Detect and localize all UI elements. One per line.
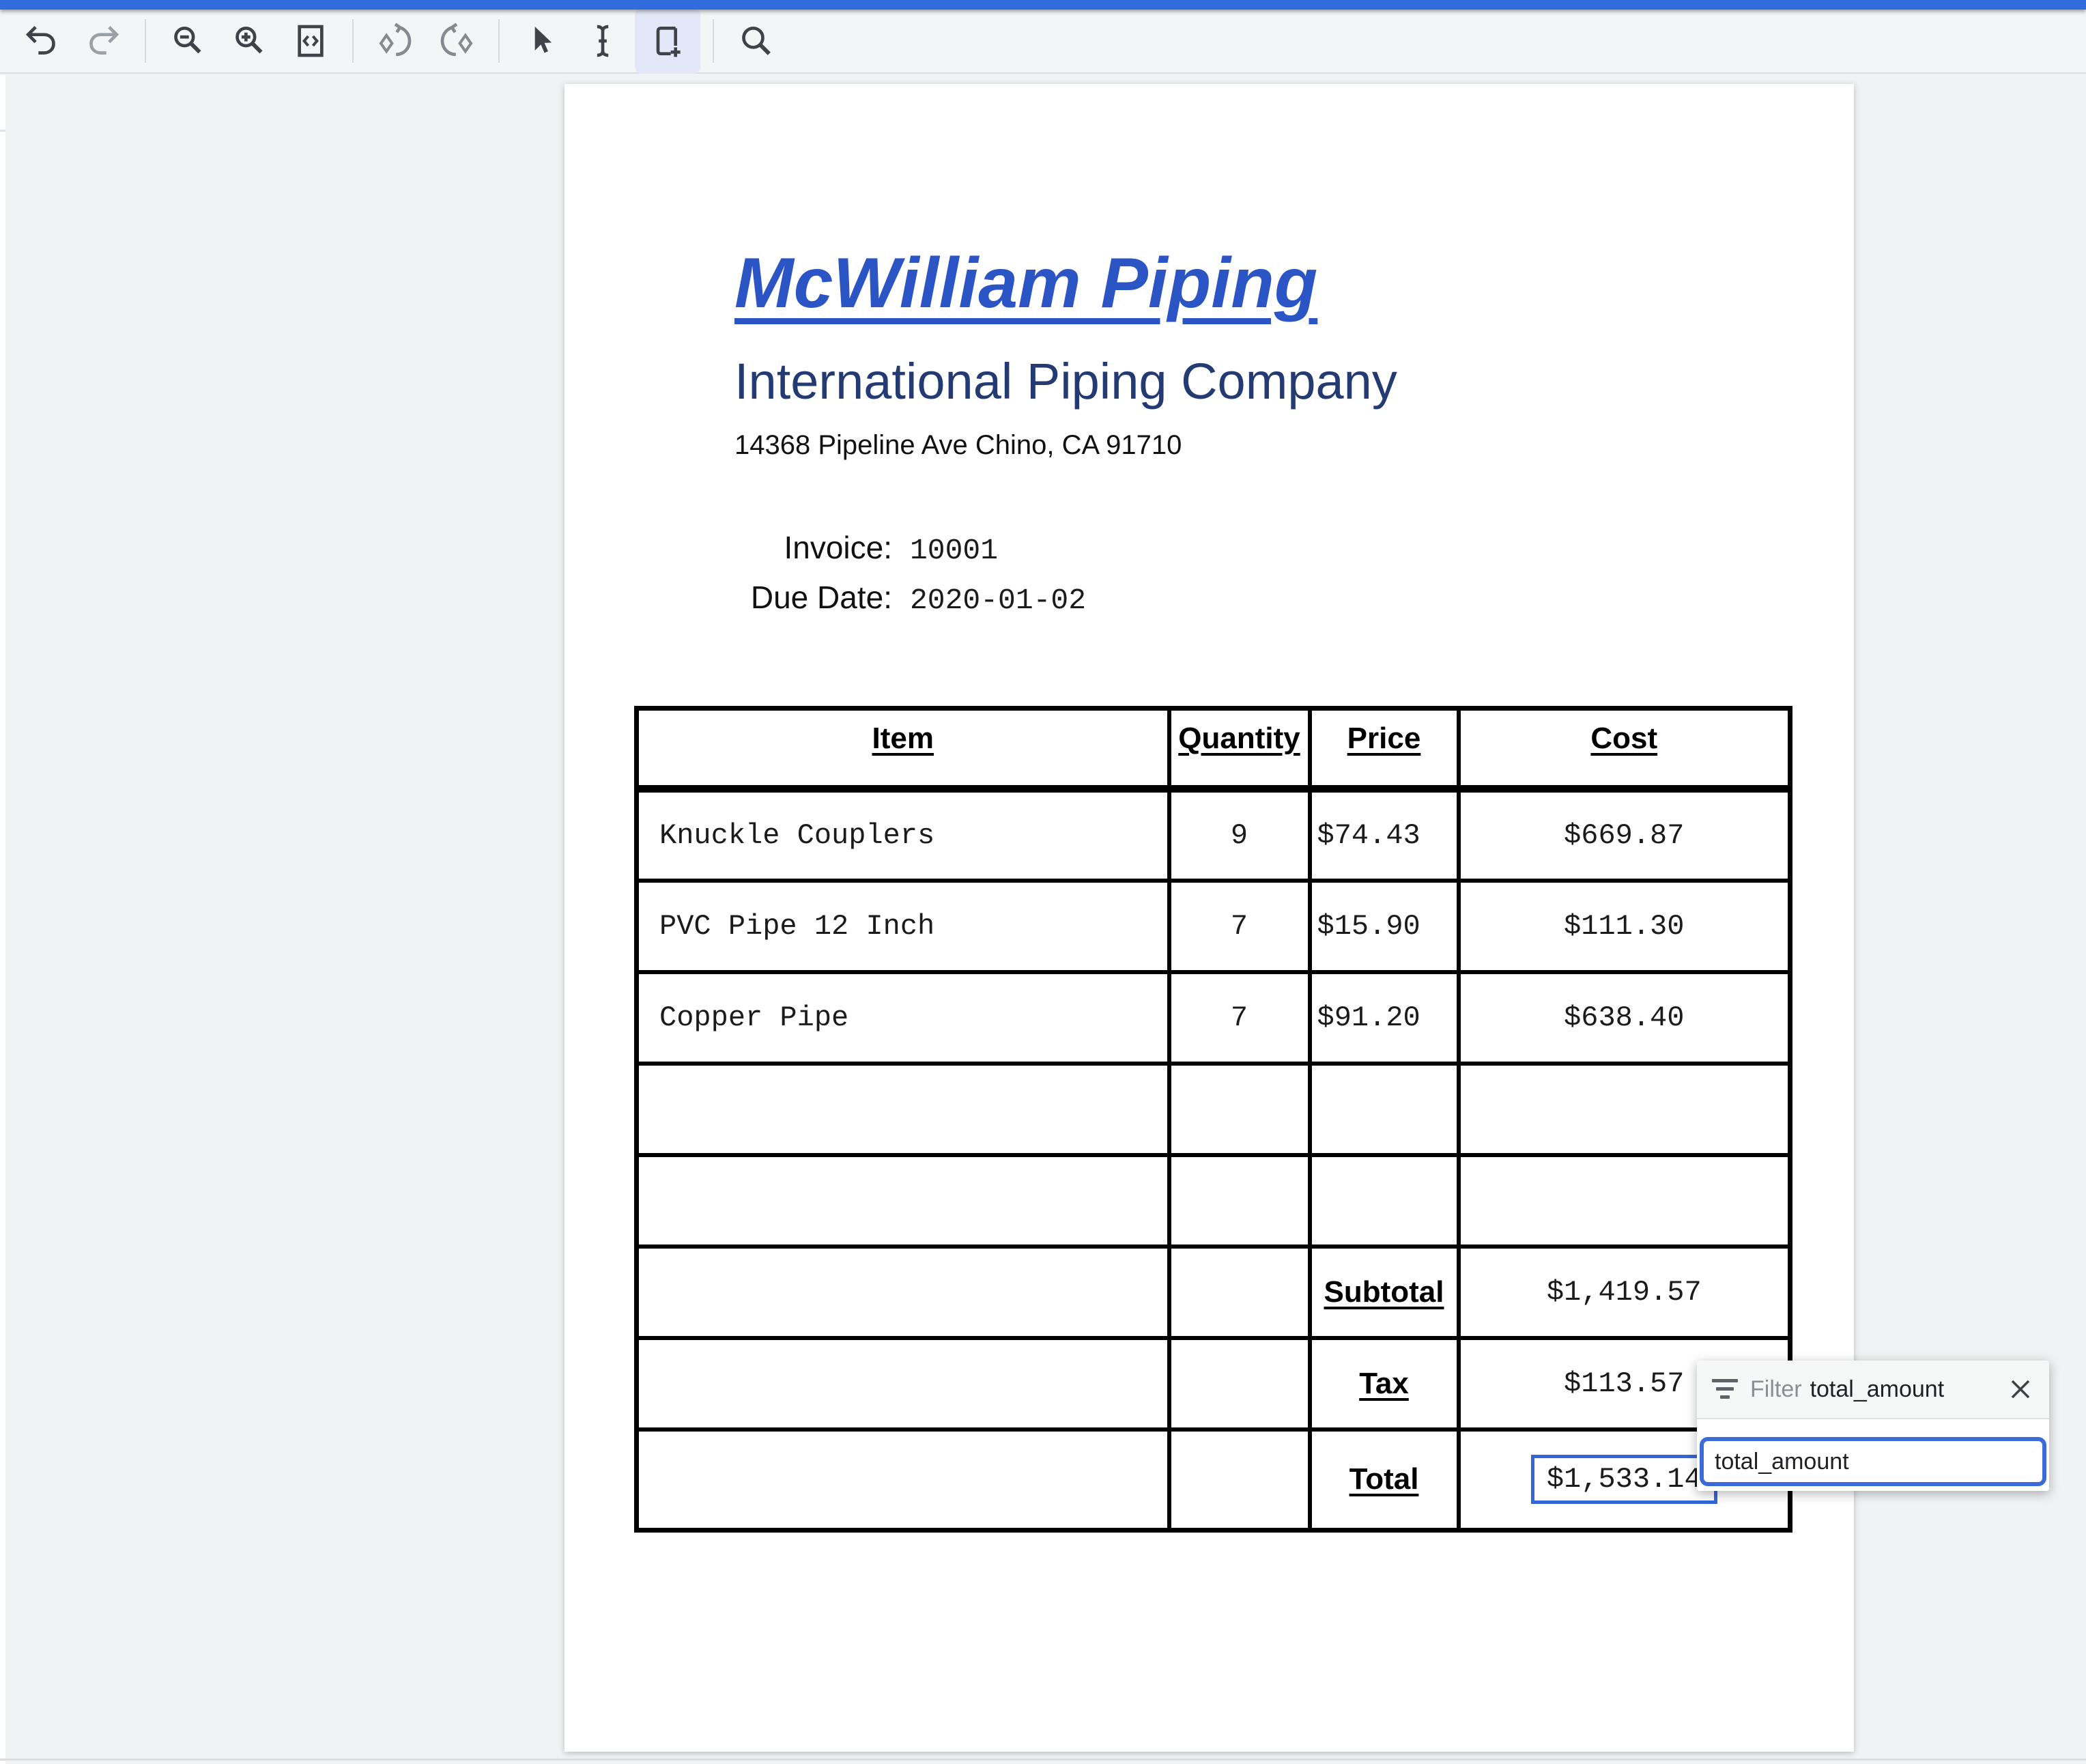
table-row: PVC Pipe 12 Inch 7 $15.90 $111.30 [634,878,1792,974]
cell-empty[interactable] [634,1427,1171,1533]
cell-quantity[interactable]: 9 [1167,786,1312,883]
crop-region-icon [656,27,681,57]
toolbar [0,8,2086,74]
zoom-in-icon [235,27,263,54]
invoice-table: Item Quantity Price Cost Knuckle Coupler… [634,706,1792,1533]
toolbar-separator [713,19,714,63]
table-row: Copper Pipe 7 $91.20 $638.40 [634,969,1792,1066]
cell-empty[interactable] [1167,1427,1312,1533]
cell-item[interactable]: PVC Pipe 12 Inch [634,878,1171,974]
search-icon [742,27,771,55]
subtotal-value[interactable]: $1,419.57 [1456,1244,1792,1340]
cell-quantity[interactable]: 7 [1167,878,1312,974]
cell-empty[interactable] [634,1244,1171,1340]
rotate-right-button[interactable] [427,12,486,70]
subtotal-row: Subtotal $1,419.57 [634,1244,1792,1340]
cell-empty[interactable] [634,1335,1171,1432]
total-value: $1,533.14 [1546,1463,1702,1496]
cell-quantity[interactable]: 7 [1167,969,1312,1066]
table-header-row: Item Quantity Price Cost [634,706,1792,793]
cell-item[interactable] [634,1061,1171,1157]
total-row: Total $1,533.14 [634,1427,1792,1533]
cell-item[interactable]: Copper Pipe [634,969,1171,1066]
filter-input[interactable] [1700,1437,2046,1486]
window-accent-bar [0,0,2086,10]
undo-icon [25,26,55,55]
cell-price[interactable]: $74.43 [1307,786,1461,883]
cell-cost[interactable]: $669.87 [1456,786,1792,883]
filter-popup-header: Filter total_amount [1697,1361,2049,1419]
invoice-label: Invoice: [784,530,892,566]
redo-icon [89,26,119,55]
redo-button[interactable] [74,12,132,70]
toolbar-separator [498,19,500,63]
selected-region-highlight[interactable]: $1,533.14 [1530,1455,1717,1505]
table-row-empty [634,1061,1792,1157]
filter-popup: Filter total_amount [1697,1361,2049,1491]
zoom-out-button[interactable] [158,12,217,70]
cell-quantity[interactable] [1167,1061,1312,1157]
search-button[interactable] [726,12,785,70]
select-cursor-button[interactable] [512,12,571,70]
due-date-value[interactable]: 2020-01-02 [910,584,1087,618]
filter-popup-body [1697,1419,2049,1491]
cell-cost[interactable]: $638.40 [1456,969,1792,1066]
cell-item[interactable]: Knuckle Couplers [634,786,1171,883]
left-panel-edge [0,75,5,1764]
tax-label[interactable]: Tax [1307,1335,1461,1432]
rotate-right-icon [440,23,473,57]
header-item[interactable]: Item [634,706,1171,793]
crop-region-button[interactable] [635,8,700,74]
due-date-row: Due Date: 2020-01-02 [565,574,1854,624]
doc-subtitle: International Piping Company [734,353,1397,410]
total-label[interactable]: Total [1307,1427,1461,1533]
toolbar-separator [352,19,354,63]
text-cursor-icon [597,25,609,57]
cell-item[interactable] [634,1152,1171,1249]
tax-row: Tax $113.57 [634,1335,1792,1432]
rotate-left-icon [379,23,412,57]
cell-empty[interactable] [1167,1244,1312,1340]
filter-icon [1712,1379,1738,1399]
filter-popup-title: Filter [1750,1376,1802,1402]
cell-quantity[interactable] [1167,1152,1312,1249]
header-price[interactable]: Price [1307,706,1461,793]
cell-price[interactable]: $15.90 [1307,878,1461,974]
text-select-button[interactable] [573,12,632,70]
undo-button[interactable] [12,12,71,70]
table-row: Knuckle Couplers 9 $74.43 $669.87 [634,786,1792,883]
due-date-label: Due Date: [750,580,892,616]
invoice-value[interactable]: 10001 [910,534,999,568]
subtotal-label[interactable]: Subtotal [1307,1244,1461,1340]
doc-address: 14368 Pipeline Ave Chino, CA 91710 [734,430,1182,461]
close-button[interactable] [2007,1376,2034,1403]
cell-empty[interactable] [1167,1335,1312,1432]
cell-cost[interactable] [1456,1152,1792,1249]
cell-price[interactable]: $91.20 [1307,969,1461,1066]
zoom-out-icon [174,27,201,54]
fit-to-width-icon [298,25,324,57]
doc-title: McWilliam Piping [734,244,1318,323]
rotate-left-button[interactable] [366,12,425,70]
invoice-fields: Invoice: 10001 Due Date: 2020-01-02 [565,524,1854,624]
zoom-in-button[interactable] [220,12,278,70]
header-quantity[interactable]: Quantity [1167,706,1312,793]
cursor-icon [534,27,552,53]
canvas-background: McWilliam Piping International Piping Co… [0,75,2086,1764]
table-row-empty [634,1152,1792,1249]
bottom-divider [0,1759,2086,1761]
invoice-number-row: Invoice: 10001 [565,524,1854,574]
toolbar-separator [145,19,146,63]
header-cost[interactable]: Cost [1456,706,1792,793]
cell-price[interactable] [1307,1061,1461,1157]
fit-to-width-button[interactable] [281,12,340,70]
cell-cost[interactable]: $111.30 [1456,878,1792,974]
filter-popup-field-name: total_amount [1810,1376,1945,1402]
close-icon [2011,1380,2030,1399]
cell-price[interactable] [1307,1152,1461,1249]
document-page: McWilliam Piping International Piping Co… [565,84,1854,1752]
cell-cost[interactable] [1456,1061,1792,1157]
